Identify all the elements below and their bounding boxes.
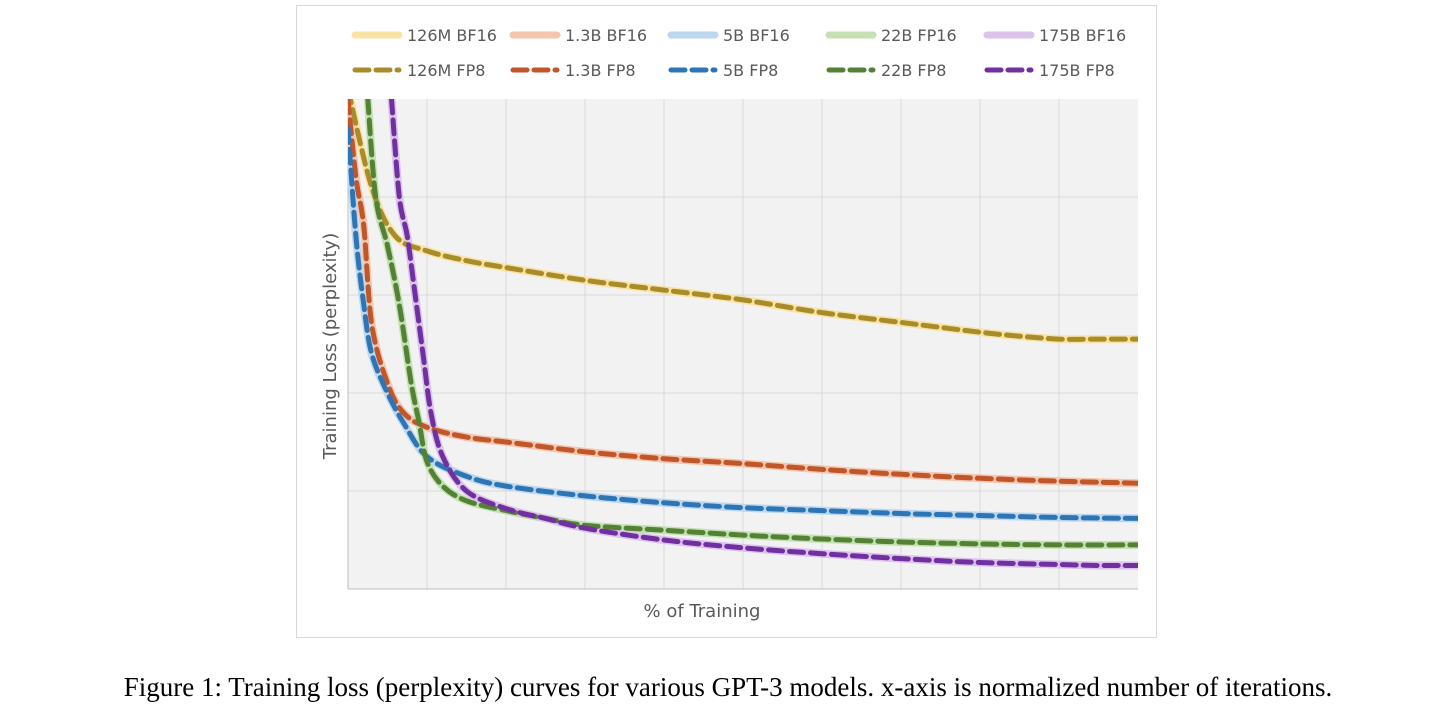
- series-lines: [348, 99, 1138, 570]
- legend-item-126m-fp8: 126M FP8: [352, 61, 485, 80]
- x-axis-title: % of Training: [644, 601, 761, 622]
- legend-label: 1.3B BF16: [565, 26, 647, 45]
- legend-item-1-3b-bf16: 1.3B BF16: [509, 26, 647, 45]
- series-line-5b-fp8: [348, 125, 1138, 521]
- legend-item-5b-fp8: 5B FP8: [668, 61, 778, 80]
- series-line-175b-fp8: [389, 99, 1138, 569]
- grid-lines: [347, 99, 1138, 590]
- legend-label: 5B BF16: [723, 26, 790, 45]
- y-axis-title: Training Loss (perplexity): [320, 233, 341, 460]
- legend: 126M BF16 126M FP8 1.3B BF16 1.3B FP8 5B BF1…: [351, 26, 1126, 80]
- legend-item-175b-fp8: 175B FP8: [984, 61, 1115, 80]
- legend-label: 22B FP16: [881, 26, 957, 45]
- legend-item-126m-bf16: 126M BF16: [351, 26, 497, 45]
- series-line-126m-fp8: [348, 99, 1138, 342]
- legend-label: 5B FP8: [723, 61, 778, 80]
- figure-caption: Figure 1: Training loss (perplexity) cur…: [123, 672, 1333, 702]
- legend-label: 22B FP8: [881, 61, 946, 80]
- legend-label: 126M FP8: [407, 61, 485, 80]
- legend-item-22b-fp8: 22B FP8: [826, 61, 946, 80]
- legend-label: 126M BF16: [407, 26, 497, 45]
- legend-item-175b-bf16: 175B BF16: [983, 26, 1126, 45]
- chart-frame: 126M BF16 126M FP8 1.3B BF16 1.3B FP8 5B BF1…: [296, 5, 1157, 638]
- legend-item-1-3b-fp8: 1.3B FP8: [510, 61, 636, 80]
- loss-chart: 126M BF16 126M FP8 1.3B BF16 1.3B FP8 5B BF1…: [320, 26, 1138, 622]
- legend-item-5b-bf16: 5B BF16: [667, 26, 790, 45]
- legend-label: 1.3B FP8: [565, 61, 636, 80]
- legend-label: 175B FP8: [1039, 61, 1115, 80]
- series-line-1-3b-fp8: [348, 99, 1138, 486]
- legend-item-22b-fp16: 22B FP16: [825, 26, 957, 45]
- legend-label: 175B BF16: [1039, 26, 1126, 45]
